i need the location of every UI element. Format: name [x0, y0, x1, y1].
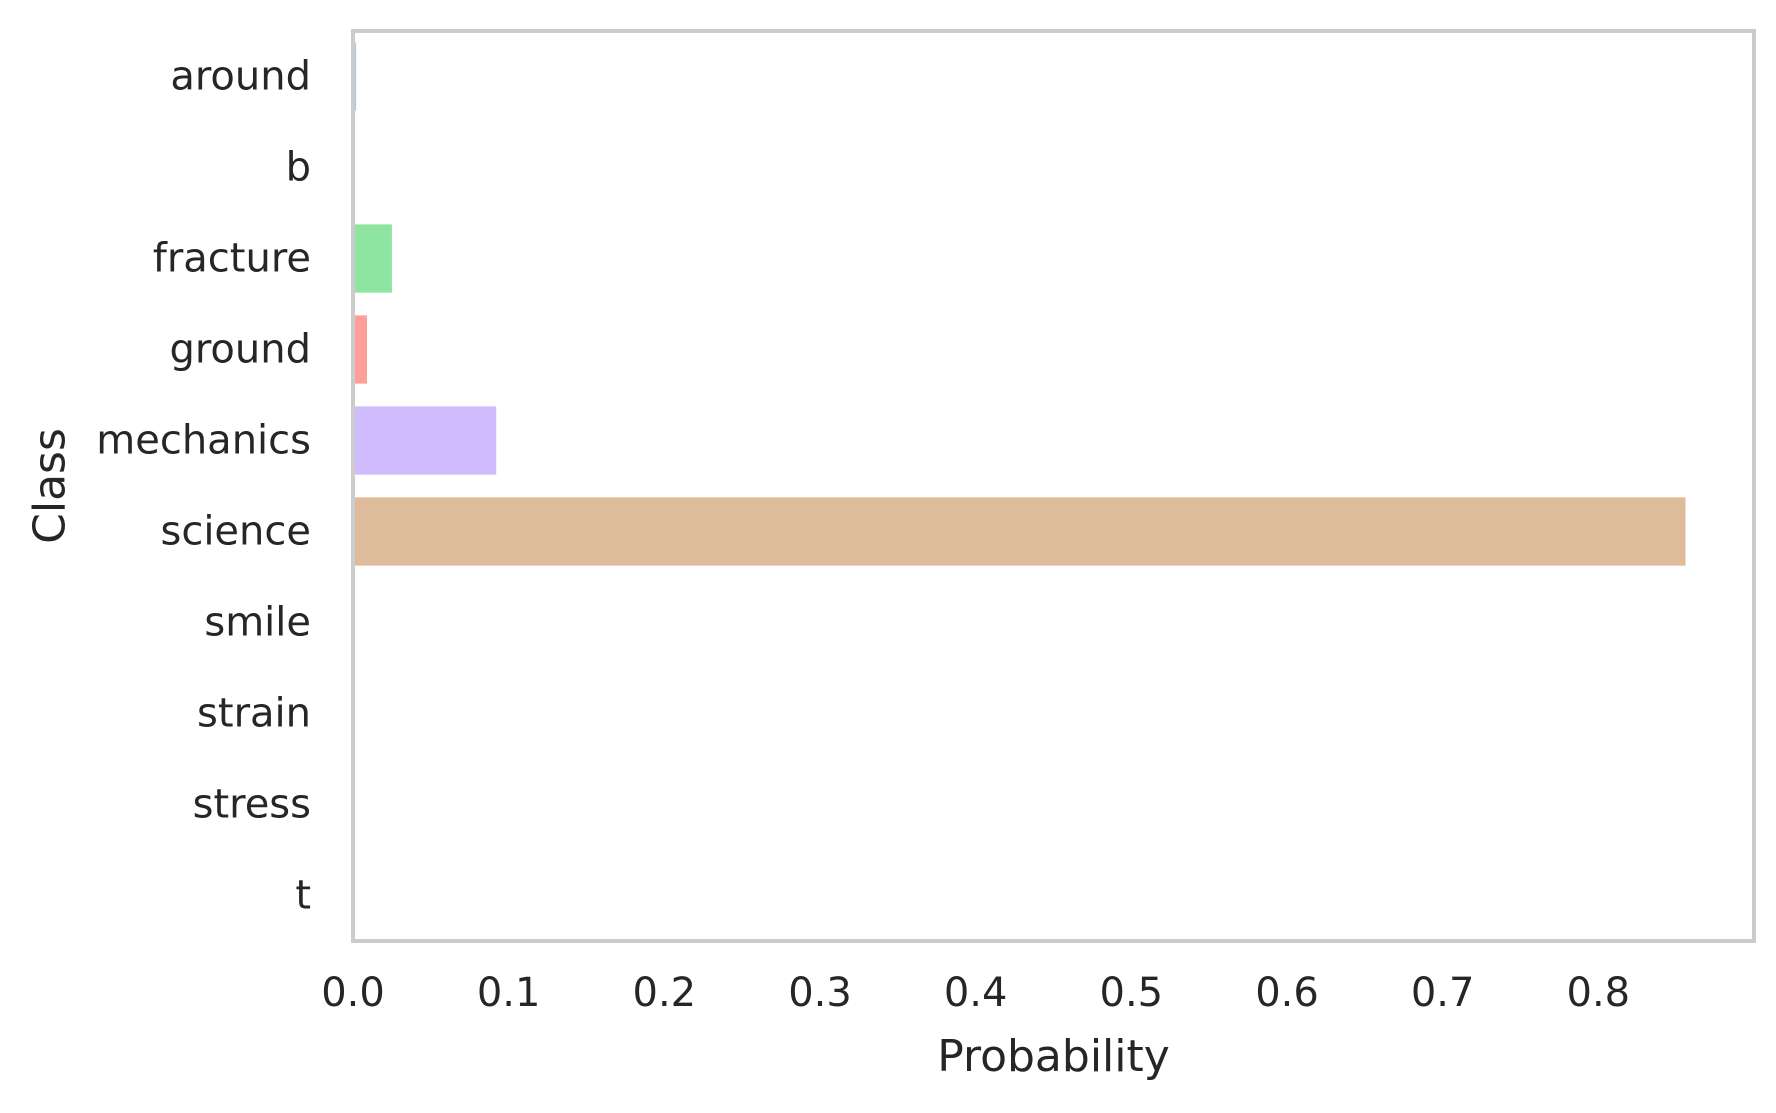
y-tick-label-science: science: [160, 509, 311, 555]
y-tick-label-around: around: [170, 54, 311, 100]
y-tick-label-b: b: [286, 145, 311, 191]
bar-science: [353, 497, 1686, 566]
y-tick-label-ground: ground: [169, 327, 311, 373]
y-tick-label-strain: strain: [197, 691, 311, 737]
y-tick-label-t: t: [295, 873, 311, 919]
x-tick-label-5: 0.5: [1100, 970, 1164, 1016]
x-tick-label-1: 0.1: [477, 970, 541, 1016]
x-tick-label-4: 0.4: [944, 970, 1008, 1016]
y-tick-label-stress: stress: [193, 782, 311, 828]
x-tick-label-8: 0.8: [1567, 970, 1631, 1016]
x-tick-label-7: 0.7: [1411, 970, 1475, 1016]
plot-frame: [351, 29, 1756, 943]
y-tick-label-mechanics: mechanics: [96, 418, 311, 464]
x-tick-label-6: 0.6: [1255, 970, 1319, 1016]
y-tick-label-smile: smile: [204, 600, 311, 646]
bar-mechanics: [353, 406, 497, 475]
bar-fracture: [353, 224, 392, 293]
x-tick-label-3: 0.3: [788, 970, 852, 1016]
y-tick-labels: around b fracture ground mechanics science smi…: [96, 54, 311, 919]
x-axis-label: Probability: [937, 1031, 1170, 1082]
bar-ground: [353, 315, 368, 384]
y-axis-label: Class: [25, 428, 76, 544]
bars-layer: [353, 42, 1686, 566]
x-tick-labels: 0.0 0.1 0.2 0.3 0.4 0.5 0.6 0.7 0.8: [321, 970, 1630, 1016]
y-tick-label-fracture: fracture: [153, 236, 311, 282]
x-tick-label-0: 0.0: [321, 970, 385, 1016]
x-tick-label-2: 0.2: [633, 970, 697, 1016]
